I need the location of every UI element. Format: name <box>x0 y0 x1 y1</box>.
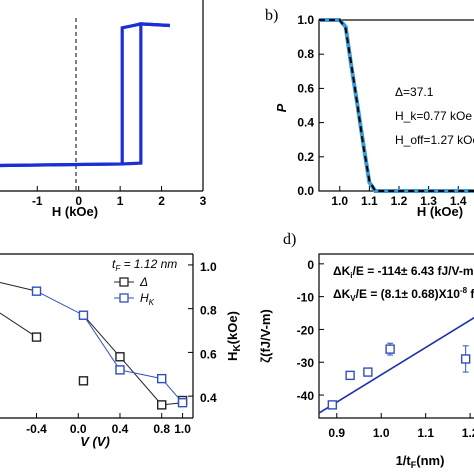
panel-b-ytick-label: 0.6 <box>297 81 314 95</box>
panel-a-xtick-label: 2 <box>158 194 165 208</box>
panel-b-fit-curve <box>319 19 474 192</box>
panel-b-data-curve <box>319 18 474 193</box>
panel-a-xlabel: H (kOe) <box>52 204 98 219</box>
panel-a-xtick-label: 3 <box>200 194 207 208</box>
panel-c-xtick-label: 0.4 <box>112 422 129 436</box>
panel-c-legend: tF = 1.12 nm Δ HK <box>112 257 177 307</box>
panel-a-hysteresis: -1 0 1 2 3 H (kOe) <box>0 0 207 219</box>
panel-c-series-0-point <box>78 376 89 386</box>
panel-b-annotation-delta: Δ=37.1 <box>395 85 434 99</box>
panel-c-series-0-point <box>31 332 42 342</box>
panel-b-ylabel: P <box>274 103 289 112</box>
panel-b-xtick-label: 1.4 <box>450 194 467 208</box>
panel-d-point <box>460 354 471 364</box>
panel-c-right-ytick-label: 0.8 <box>200 304 217 318</box>
panel-a-loop-upper <box>0 22 170 168</box>
panel-a-xtick-label: 0 <box>75 194 82 208</box>
panel-b-annotation-hoff: H_off=1.27 kOe <box>395 133 474 147</box>
panel-d-label: d) <box>283 231 296 248</box>
panel-c-right-ytick-label: 1.0 <box>200 260 217 274</box>
panel-c-connector <box>83 314 121 358</box>
panel-d-frame <box>318 253 474 419</box>
panel-c-right-ytick-label: 0.4 <box>200 391 217 405</box>
panel-d-point <box>385 344 395 354</box>
panel-d-ytick-label: -40 <box>297 389 315 403</box>
panel-b-ytick-label: 0.2 <box>297 150 314 164</box>
panel-d-fit-line <box>318 316 474 414</box>
panel-c-series-1-point <box>177 397 188 408</box>
panel-d-ytick-label: 0 <box>307 258 314 272</box>
panel-b-xtick-label: 1.2 <box>391 194 408 208</box>
panel-c-series-0-point <box>115 352 125 362</box>
panel-a-xtick-label: 1 <box>117 194 124 208</box>
panel-c-xtick-label: 0.8 <box>153 422 170 436</box>
panel-c-series-1-point <box>31 286 42 296</box>
panel-c-legend-delta-marker <box>119 277 129 287</box>
panel-d-annotation-ki: ΔKi/E = -114± 6.43 fJ/V-m <box>333 264 474 280</box>
panel-c-connector <box>119 356 163 406</box>
panel-c-connector <box>0 312 37 338</box>
panel-d-point <box>345 370 355 381</box>
panel-d-vcma-fit: d) -40-30-20-100 0.91.01.11.2 ζ(fJ/V-m) … <box>258 231 474 470</box>
panel-b-xtick-label: 1.0 <box>331 194 348 208</box>
panel-c-xtick-label: 0.0 <box>70 422 87 436</box>
panel-d-point <box>327 400 338 410</box>
panel-d-xtick-label: 1.0 <box>373 426 390 440</box>
panel-c-xtick-label: 1.0 <box>174 422 191 436</box>
panel-b-xtick-label: 1.3 <box>420 194 437 208</box>
panel-b-frame <box>318 19 474 192</box>
panel-d-annotation-kv: ΔKV/E = (8.1± 0.68)X10-8 fJ <box>333 286 474 303</box>
panel-c-series-0-point <box>157 400 167 410</box>
panel-b-ytick-label: 0.0 <box>297 184 314 198</box>
panel-a-xtick-label: -1 <box>32 194 43 208</box>
panel-b-label: b) <box>265 7 278 24</box>
panel-b-ytick-label: 1.0 <box>297 13 314 27</box>
panel-d-xlabel: 1/tF(nm) <box>396 453 445 470</box>
panel-d-point <box>363 367 373 377</box>
panel-c-legend-delta-label: Δ <box>139 275 148 289</box>
panel-b-annotation-hk: H_k=0.77 kOe <box>395 109 472 123</box>
panel-c-xtick-label: -0.4 <box>26 422 47 436</box>
panel-c-right-ytick-label: 0.6 <box>200 347 217 361</box>
panel-c-series-1-point <box>78 310 89 320</box>
panel-d-xtick-label: 0.9 <box>328 426 345 440</box>
panel-d-ylabel: ζ(fJ/V-m) <box>258 309 273 363</box>
panel-c-right-ylabel: HK(kOe) <box>225 311 243 361</box>
panel-b-ytick-label: 0.8 <box>297 47 314 61</box>
panel-d-ytick-label: -10 <box>297 291 315 305</box>
panel-c-legend-hk-marker <box>119 293 129 303</box>
panel-c-voltage-dependence: -0.4 0.0 0.4 0.8 1.0 0.4 0.6 0.8 1.0 V (V) HK(k… <box>0 253 243 449</box>
panel-d-ytick-label: -20 <box>297 323 315 337</box>
panel-c-legend-hk-label: HK <box>140 291 155 307</box>
panel-a-loop-lower <box>0 22 170 168</box>
panel-c-legend-title: tF = 1.12 nm <box>112 257 177 273</box>
panel-d-ytick-label: -30 <box>297 356 315 370</box>
panel-c-xlabel: V (V) <box>80 434 110 449</box>
panel-d-xtick-label: 1.2 <box>462 426 474 440</box>
panel-b-xtick-label: 1.1 <box>361 194 378 208</box>
panel-d-xtick-label: 1.1 <box>417 426 434 440</box>
panel-c-series-1-point <box>157 373 167 384</box>
panel-b-ytick-label: 0.4 <box>297 116 314 130</box>
panel-c-series-1-point <box>115 365 125 375</box>
panel-b-switching-probability: b) 0.00.20.40.60.81.0 1.0 1.1 1.2 1.3 1.4 P … <box>265 7 474 219</box>
panel-c-connector <box>0 281 37 292</box>
panel-c-series-line <box>36 290 183 404</box>
panel-b-xlabel: H (kOe) <box>417 204 463 219</box>
